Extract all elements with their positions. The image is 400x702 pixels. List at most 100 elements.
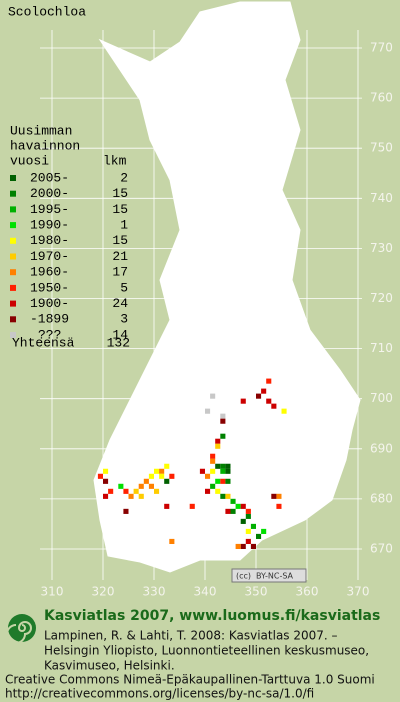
logo-spiral [6,621,32,644]
observation-square [159,468,165,474]
observation-square [256,393,262,399]
legend-count: 15 [112,186,128,201]
y-tick-label: 670 [370,542,393,556]
legend-label: 2005- [30,170,69,185]
x-tick-label: 340 [194,585,217,599]
observation-square [215,443,221,449]
observation-square [261,388,267,394]
logo-circle [8,614,36,642]
legend-count: 24 [112,296,128,311]
legend-label: 1970- [30,249,69,264]
observation-square [159,473,165,479]
observation-square [154,488,160,494]
observation-square [215,438,221,444]
total-label: Yhteensä [12,335,75,350]
y-tick-label: 750 [370,141,393,155]
legend-swatch [10,175,16,181]
citation: Helsingin Yliopisto, Luonnontieteellinen… [44,644,369,658]
license: http://creativecommons.org/licenses/by-n… [5,687,314,701]
observation-square [281,408,287,414]
observation-square [205,473,211,479]
observation-square [271,493,277,499]
observation-square [164,463,170,469]
x-tick-label: 310 [41,585,64,599]
x-tick-label: 320 [92,585,115,599]
legend-label: ??? [38,327,61,342]
observation-square [103,493,109,499]
observation-square [240,543,246,549]
observation-square [128,493,134,499]
legend-count: 15 [112,202,128,217]
observation-square [276,503,282,509]
x-tick-label: 350 [245,585,268,599]
legend-label: 1995- [30,202,69,217]
observation-square [225,463,231,469]
legend-swatch [10,300,16,307]
observation-square [123,508,129,514]
legend-count: 2 [120,170,128,185]
observation-square [103,468,109,474]
observation-square [103,478,109,484]
legend-count: 14 [112,327,128,342]
observation-square [108,488,114,494]
logo [6,614,36,644]
y-tick-label: 680 [370,491,393,505]
legend-label: 1960- [30,265,69,280]
observation-square [225,468,231,474]
y-tick-label: 730 [370,241,393,255]
observation-square [225,508,231,514]
legend-label: -1899 [30,312,69,327]
observation-square [261,528,267,534]
observation-square [225,493,231,499]
observation-square [230,508,236,514]
y-tick-label: 760 [370,91,393,105]
legend-count: 21 [112,249,128,264]
observation-square [230,498,236,504]
observation-square [97,473,103,479]
observation-square [133,488,139,494]
observation-square [210,458,216,464]
citation: Kasvimuseo, Helsinki. [44,659,175,673]
badge-text: BY-NC-SA [256,572,294,581]
observation-square [215,463,221,469]
observation-square [220,413,226,419]
observation-square [240,398,246,404]
observation-square [189,503,195,509]
legend-header: Uusimman [10,123,72,138]
observation-square [245,538,251,544]
legend-count: 3 [120,312,128,327]
observation-square [210,393,216,399]
legend-swatch [10,316,16,323]
observation-square [143,478,149,484]
legend-header: havainnon [10,138,80,153]
observation-square [250,543,256,549]
legend-swatch [10,206,16,213]
observation-square [225,478,231,484]
legend-count: 5 [120,280,128,295]
total-count: 132 [107,335,130,350]
observation-square [123,488,129,494]
observation-square [220,478,226,484]
observation-square [215,478,221,484]
license: Creative Commons Nimeä-Epäkaupallinen-Ta… [5,673,375,687]
y-tick-label: 720 [370,291,393,305]
observation-square [220,468,226,474]
x-tick-label: 370 [347,585,370,599]
y-tick-label: 690 [370,441,393,455]
citation: Lampinen, R. & Lahti, T. 2008: Kasviatla… [44,629,338,643]
badge-box [231,568,307,583]
observation-square [210,453,216,459]
observation-square [245,513,251,519]
finland-outline [93,1,361,573]
legend-label: 1980- [30,233,69,248]
cc-badge: (cc) BY-NC-SA [231,568,307,583]
observation-square [169,538,175,544]
observation-square [220,418,226,424]
observation-square [220,463,226,469]
observation-square [138,493,144,499]
legend-count: 1 [120,218,128,233]
badge-cc: (cc) [236,572,251,581]
observation-square [250,523,256,529]
legend-swatch [10,284,16,291]
